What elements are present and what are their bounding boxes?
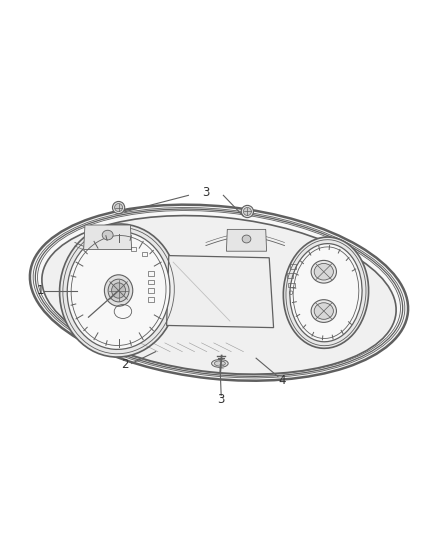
Text: 3: 3 — [218, 393, 225, 406]
Polygon shape — [226, 229, 267, 251]
Ellipse shape — [113, 201, 125, 214]
Ellipse shape — [102, 230, 113, 240]
Text: 1: 1 — [36, 284, 44, 297]
Ellipse shape — [112, 283, 126, 298]
Polygon shape — [166, 256, 274, 328]
Ellipse shape — [311, 300, 336, 322]
Bar — [148, 280, 154, 285]
Ellipse shape — [242, 235, 251, 243]
Bar — [290, 264, 296, 269]
Bar — [148, 271, 154, 276]
Text: 4: 4 — [279, 374, 286, 386]
Ellipse shape — [215, 361, 225, 366]
Bar — [148, 288, 154, 293]
Bar — [131, 247, 136, 251]
Ellipse shape — [67, 232, 170, 350]
Ellipse shape — [311, 261, 336, 283]
Ellipse shape — [241, 205, 254, 217]
Text: 3: 3 — [202, 186, 210, 199]
Ellipse shape — [212, 359, 228, 367]
Text: 2: 2 — [121, 358, 129, 372]
Bar — [142, 252, 147, 256]
Ellipse shape — [314, 263, 333, 280]
Ellipse shape — [30, 205, 408, 381]
Bar — [288, 282, 295, 287]
Ellipse shape — [42, 215, 396, 374]
Ellipse shape — [115, 204, 123, 212]
Bar — [287, 273, 293, 278]
Polygon shape — [84, 225, 132, 249]
Ellipse shape — [35, 209, 403, 376]
Ellipse shape — [60, 224, 177, 357]
Ellipse shape — [108, 279, 129, 302]
Bar — [148, 297, 154, 302]
Ellipse shape — [290, 244, 362, 342]
Ellipse shape — [244, 207, 251, 215]
Ellipse shape — [314, 303, 333, 319]
Ellipse shape — [283, 237, 369, 348]
Ellipse shape — [104, 275, 133, 306]
